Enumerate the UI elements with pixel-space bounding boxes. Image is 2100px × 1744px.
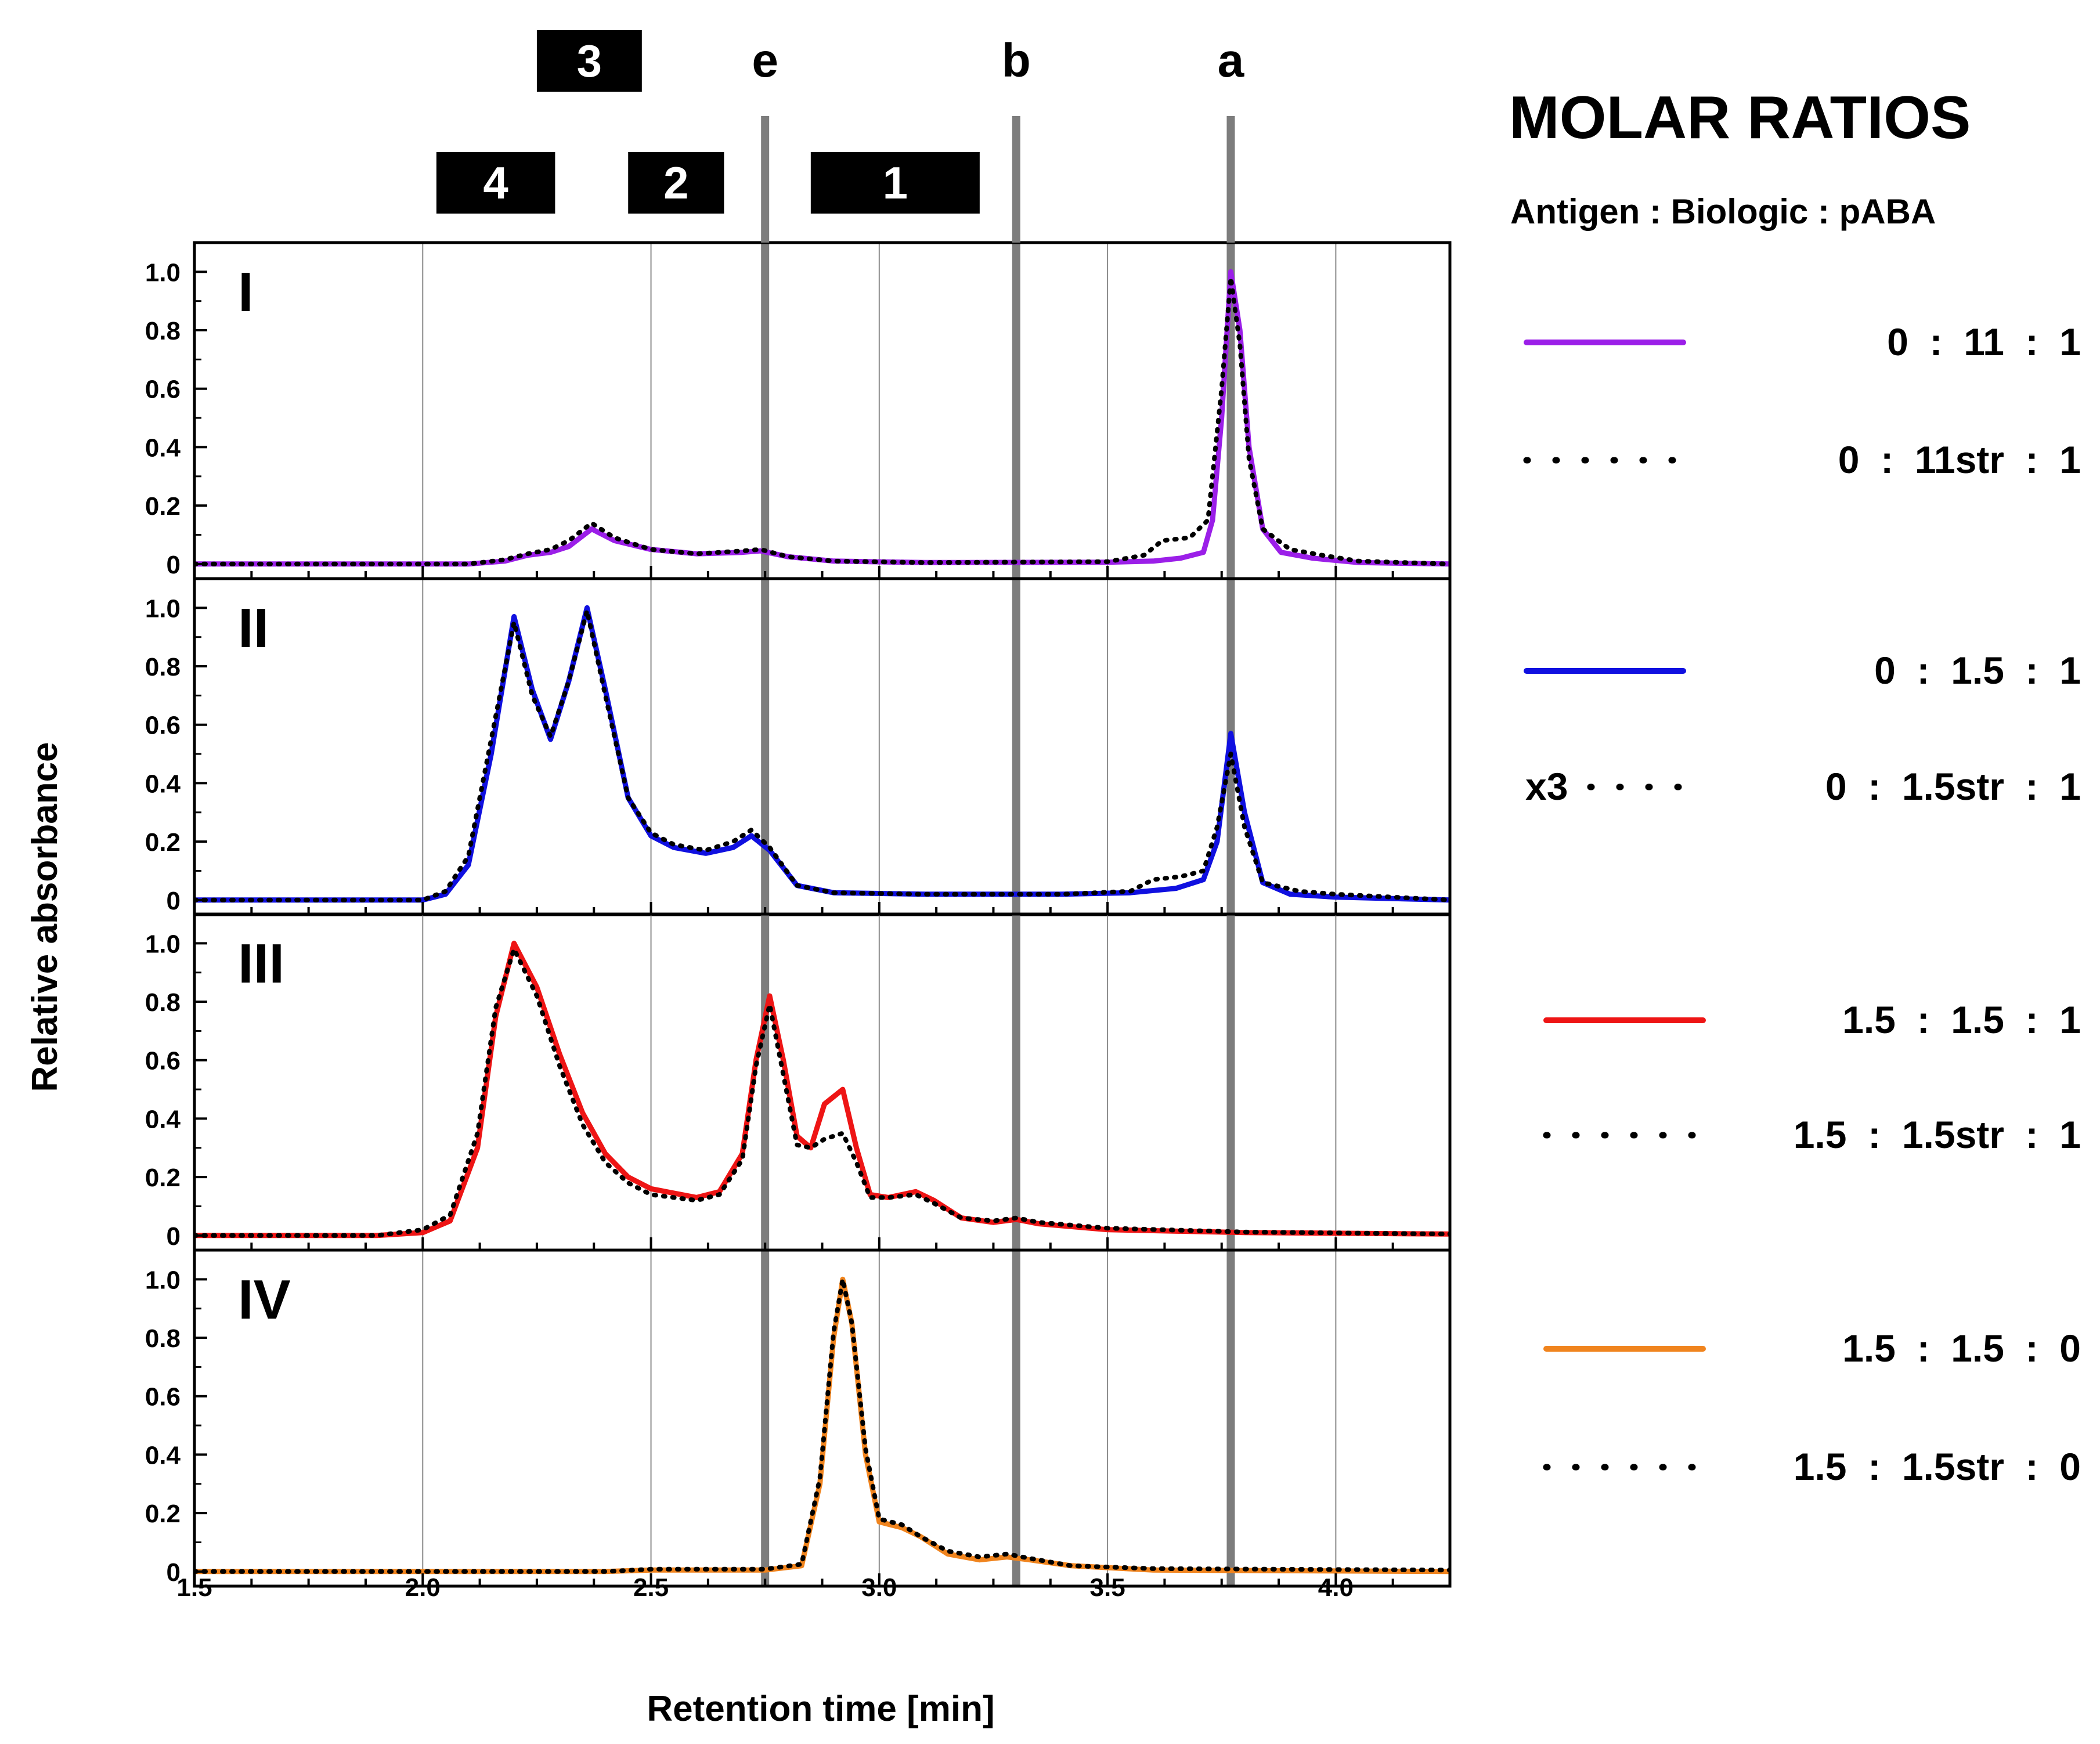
series-group bbox=[194, 940, 1450, 1239]
y-tick-label: 1.0 bbox=[145, 594, 181, 623]
fraction-label: 3 bbox=[577, 35, 602, 86]
y-tick-label: 0.6 bbox=[145, 1047, 181, 1075]
x-tick-label: 4.0 bbox=[1318, 1573, 1354, 1602]
fraction-markers: e b a 4 3 2 1 bbox=[436, 30, 1245, 243]
reference-line-label: a bbox=[1218, 34, 1245, 87]
y-tick-label: 0.8 bbox=[145, 317, 181, 345]
y-tick-label: 0.4 bbox=[145, 1105, 181, 1133]
series-line-solid bbox=[194, 605, 1450, 903]
legend-ratio-label: 0 : 1.5 : 1 bbox=[1874, 649, 2081, 692]
fraction-box bbox=[628, 152, 724, 214]
plot-area: 00.20.40.60.81.0 I00.20.40.60.81.0 II00.20… bbox=[145, 241, 1452, 1602]
y-tick-label: 0.4 bbox=[145, 770, 181, 798]
legend-ratio-label: 0 : 11str : 1 bbox=[1838, 438, 2081, 481]
y-tick-label: 1.0 bbox=[145, 1266, 181, 1294]
y-tick-label: 0.8 bbox=[145, 653, 181, 681]
fraction-box bbox=[810, 152, 980, 214]
y-tick-label: 0.4 bbox=[145, 1441, 181, 1469]
series-line-dotted bbox=[194, 947, 1450, 1238]
panel-label: III bbox=[238, 933, 284, 995]
legend-ratio-label: 1.5 : 1.5str : 1 bbox=[1794, 1113, 2081, 1156]
y-tick-label: 0 bbox=[167, 1558, 181, 1587]
fraction-box bbox=[536, 30, 642, 92]
series-line-solid bbox=[194, 940, 1450, 1239]
legend-subtitle: Antigen : Biologic : pABA bbox=[1510, 192, 1936, 231]
x-tick-label: 2.0 bbox=[405, 1573, 441, 1602]
panel-label: I bbox=[238, 261, 254, 323]
x-tick-label: 2.5 bbox=[633, 1573, 669, 1602]
legend-ratio-label: 0 : 1.5str : 1 bbox=[1825, 765, 2081, 808]
x-axis-title: Retention time [min] bbox=[647, 1689, 994, 1729]
panel-label: IV bbox=[238, 1269, 291, 1331]
series-group bbox=[194, 1276, 1450, 1575]
legend-ratio-label: 0 : 11 : 1 bbox=[1887, 320, 2081, 363]
y-tick-label: 0.6 bbox=[145, 712, 181, 740]
y-tick-label: 0.6 bbox=[145, 1383, 181, 1411]
legend-ratio-label: 1.5 : 1.5 : 0 bbox=[1842, 1327, 2081, 1370]
reference-line-label: b bbox=[1002, 34, 1031, 87]
panel-frame bbox=[193, 1248, 1452, 1588]
y-tick-label: 0.2 bbox=[145, 1500, 181, 1528]
y-tick-label: 1.0 bbox=[145, 258, 181, 287]
series-line-dotted bbox=[194, 608, 1450, 902]
y-tick-label: 0.6 bbox=[145, 375, 181, 404]
panel-iii: 0 0.2 0.4 0.6 0.8 1.0 III bbox=[145, 912, 1452, 1252]
legend: MOLAR RATIOS Antigen : Biologic : pABA 0… bbox=[1509, 84, 2081, 1488]
series-group bbox=[194, 269, 1450, 567]
legend-ratio-label: 1.5 : 1.5str : 0 bbox=[1794, 1445, 2081, 1488]
legend-scale-prefix: x3 bbox=[1525, 765, 1568, 808]
panel-frame bbox=[193, 912, 1452, 1252]
legend-ratio-label: 1.5 : 1.5 : 1 bbox=[1842, 998, 2081, 1041]
y-tick-label: 1.0 bbox=[145, 930, 181, 958]
y-tick-label: 0.2 bbox=[145, 1164, 181, 1192]
y-tick-label: 0.8 bbox=[145, 1324, 181, 1353]
series-line-dotted bbox=[194, 275, 1450, 566]
y-tick-label: 0 bbox=[167, 551, 181, 579]
fraction-box bbox=[436, 152, 555, 214]
y-tick-label: 0 bbox=[167, 887, 181, 915]
panel-frame bbox=[193, 577, 1452, 916]
reference-line-label: e bbox=[752, 34, 778, 87]
panel-i: 0 0.2 0.4 0.6 0.8 1.0 I bbox=[145, 241, 1452, 580]
x-tick-label: 3.0 bbox=[861, 1573, 897, 1602]
panel-ii: 0 0.2 0.4 0.6 0.8 1.0 II bbox=[145, 577, 1452, 916]
fraction-label: 1 bbox=[883, 157, 908, 208]
y-tick-label: 0 bbox=[167, 1222, 181, 1251]
panel-label: II bbox=[238, 597, 269, 659]
legend-title: MOLAR RATIOS bbox=[1509, 84, 1971, 151]
series-line-dotted bbox=[194, 1277, 1450, 1574]
y-axis-title: Relative absorbance bbox=[25, 742, 65, 1092]
panel-iv: 0 0.2 0.4 0.6 0.8 1.0 IV bbox=[145, 1248, 1452, 1588]
x-tick-label: 1.5 bbox=[176, 1573, 212, 1602]
y-tick-label: 0.2 bbox=[145, 492, 181, 521]
y-tick-label: 0.8 bbox=[145, 988, 181, 1017]
fraction-label: 2 bbox=[663, 157, 688, 208]
series-line-solid bbox=[194, 1276, 1450, 1575]
y-tick-label: 0.4 bbox=[145, 434, 181, 462]
y-tick-label: 0.2 bbox=[145, 828, 181, 857]
series-group bbox=[194, 605, 1450, 903]
fraction-label: 4 bbox=[483, 157, 508, 208]
x-tick-label: 3.5 bbox=[1090, 1573, 1125, 1602]
